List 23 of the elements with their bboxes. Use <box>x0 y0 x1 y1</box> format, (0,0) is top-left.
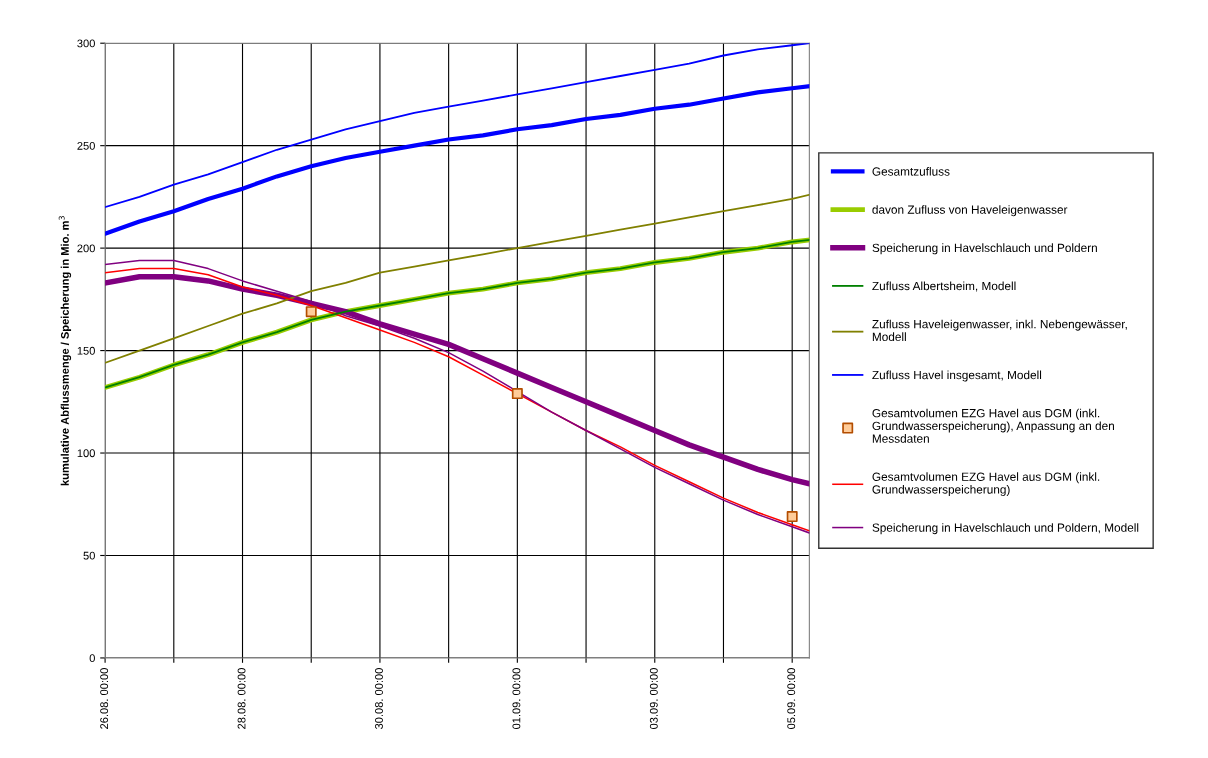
y-tick-label: 250 <box>77 141 95 150</box>
legend-label: Zufluss Havel insgesamt, Modell <box>872 370 1042 382</box>
y-tick-label: 150 <box>77 346 95 355</box>
y-tick-label: 50 <box>83 551 95 560</box>
x-tick-label: 03.09. 00:00 <box>649 668 658 730</box>
legend-label: Gesamtvolumen EZG Havel aus DGM (inkl. Grundwasserspeicherung), Anpassung an den Messdaten <box>872 408 1114 443</box>
x-tick-label: 05.09. 00:00 <box>787 668 796 730</box>
x-tick-label: 28.08. 00:00 <box>237 668 246 729</box>
legend-label: Gesamtzufluss <box>872 167 950 176</box>
y-tick-label: 200 <box>77 244 95 253</box>
legend-label: davon Zufluss von Haveleigenwasser <box>872 205 1068 217</box>
y-tick-label: 100 <box>77 449 95 458</box>
y-axis-title: kumulative Abflussmenge / Speicherung in Mio. m$^{3}$ <box>58 216 72 486</box>
legend-label: Speicherung in Havelschlauch und Poldern <box>872 243 1097 255</box>
x-tick-label: 01.09. 00:00 <box>512 668 521 730</box>
legend-label: Speicherung in Havelschlauch und Poldern, Modell <box>872 523 1139 535</box>
legend-label: Zufluss Albertsheim, Modell <box>872 281 1016 292</box>
x-tick-label: 26.08. 00:00 <box>100 668 109 729</box>
y-tick-label: 300 <box>77 39 95 48</box>
legend-label: Gesamtvolumen EZG Havel aus DGM (inkl. Grundwasserspeicherung) <box>872 472 1100 496</box>
x-tick-label: 30.08. 00:00 <box>375 668 383 730</box>
legend-label: Zufluss Haveleigenwasser, inkl. Nebengewässer, Modell <box>872 319 1127 342</box>
y-tick-label: 0 <box>89 654 95 663</box>
